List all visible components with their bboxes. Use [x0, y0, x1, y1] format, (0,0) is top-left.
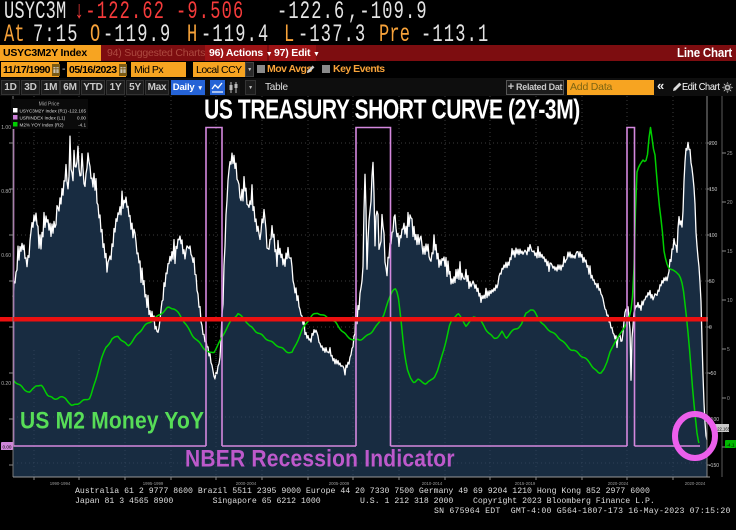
svg-text:50: 50 — [709, 279, 715, 285]
svg-text:0.60: 0.60 — [1, 253, 11, 259]
svg-text:0: 0 — [709, 325, 712, 331]
svg-text:-4.1: -4.1 — [727, 443, 735, 448]
svg-text:-50: -50 — [709, 371, 716, 377]
svg-text:-150: -150 — [709, 463, 719, 469]
svg-text:2010-2014: 2010-2014 — [422, 481, 443, 486]
svg-text:1.00: 1.00 — [1, 125, 11, 131]
svg-text:200: 200 — [709, 141, 718, 147]
svg-text:25: 25 — [727, 151, 733, 157]
svg-text:10: 10 — [727, 298, 733, 304]
svg-text:0.20: 0.20 — [1, 381, 11, 387]
svg-text:-122.165: -122.165 — [714, 427, 731, 432]
svg-text:0: 0 — [727, 396, 730, 402]
svg-text:USRINDEX Index (L1): USRINDEX Index (L1) — [20, 116, 66, 121]
svg-text:1990-1994: 1990-1994 — [50, 481, 71, 486]
svg-text:0.00: 0.00 — [3, 445, 12, 450]
svg-text:2005-2009: 2005-2009 — [329, 481, 350, 486]
svg-text:1995-1999: 1995-1999 — [143, 481, 164, 486]
svg-text:Mid Price: Mid Price — [39, 102, 60, 108]
svg-text:2020-2024: 2020-2024 — [685, 481, 706, 486]
svg-text:-122.165: -122.165 — [68, 109, 87, 114]
svg-text:2015-2019: 2015-2019 — [515, 481, 536, 486]
svg-text:-4.1: -4.1 — [78, 123, 86, 128]
svg-text:2000-2004: 2000-2004 — [236, 481, 257, 486]
svg-text:15: 15 — [727, 249, 733, 255]
svg-text:5: 5 — [727, 347, 730, 353]
svg-text:20: 20 — [727, 200, 733, 206]
svg-text:-100: -100 — [709, 417, 719, 423]
svg-text:2020-2024: 2020-2024 — [608, 481, 629, 486]
svg-text:USYC3M2Y Index (R1): USYC3M2Y Index (R1) — [20, 109, 68, 114]
svg-text:100: 100 — [709, 233, 718, 239]
svg-text:0.80: 0.80 — [1, 189, 11, 195]
svg-text:M2% YOY Index (R2): M2% YOY Index (R2) — [20, 123, 64, 128]
svg-text:0.00: 0.00 — [77, 116, 86, 121]
svg-text:150: 150 — [709, 187, 718, 193]
